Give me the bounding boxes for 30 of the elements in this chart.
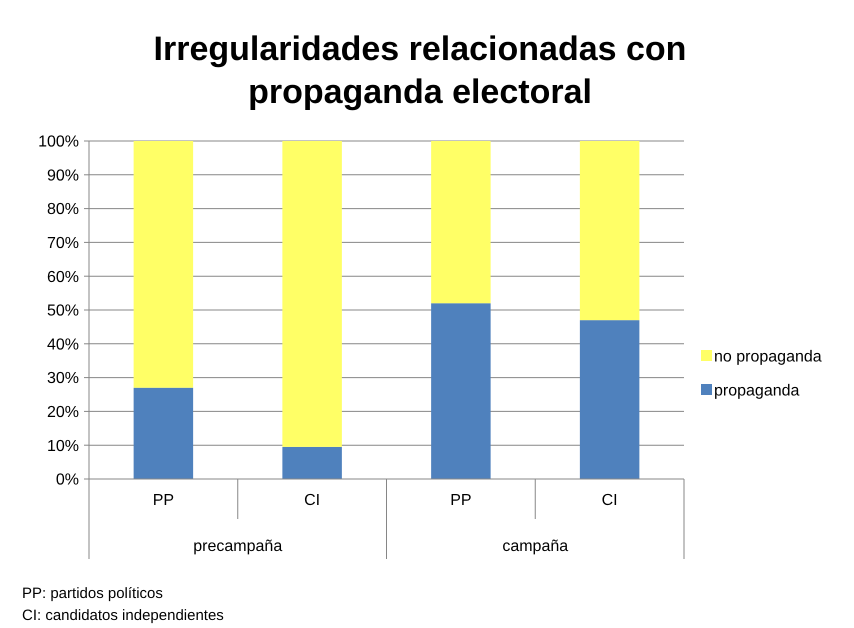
y-tick-label: 90% [46,167,79,184]
y-tick-label: 0% [56,472,79,489]
text: campaña [502,538,568,555]
y-tick-label: 30% [46,370,79,388]
y-tick-label: 20% [46,404,79,421]
y-tick-label: 40% [46,336,79,354]
x-tick-label: CI [304,492,320,509]
text: CI: candidatos independientes [22,607,224,624]
y-tick-label: 50% [46,302,79,320]
y-tick-label: 100% [38,134,79,151]
bar [580,141,640,320]
x-tick-label: CI [602,492,618,509]
legend-label: propaganda [714,382,800,400]
y-tick-label: 80% [46,201,79,218]
bar [282,141,342,447]
x-tick-label: PP [152,492,174,509]
chart-title: Irregularidades relacionadas con propaganda electoral [154,30,686,111]
y-tick-label: 60% [46,268,79,286]
y-tick-label: 10% [46,438,79,455]
bar [134,141,194,388]
bar [431,303,491,479]
bar [282,446,342,479]
legend-label: no propaganda [714,348,822,366]
bar [431,141,491,304]
bar [580,320,640,479]
x-tick-label: PP [450,492,472,509]
y-tick-label: 70% [46,235,79,252]
text: PP: partidos políticos [22,585,163,602]
text: precampaña [193,538,282,555]
bar [134,388,194,479]
